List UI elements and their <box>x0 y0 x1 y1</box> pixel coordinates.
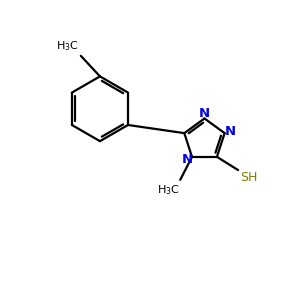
Text: N: N <box>199 107 210 120</box>
Text: H$_3$C: H$_3$C <box>56 40 78 53</box>
Text: SH: SH <box>240 171 257 184</box>
Text: H$_3$C: H$_3$C <box>157 183 180 196</box>
Text: N: N <box>224 125 236 138</box>
Text: N: N <box>182 153 193 166</box>
